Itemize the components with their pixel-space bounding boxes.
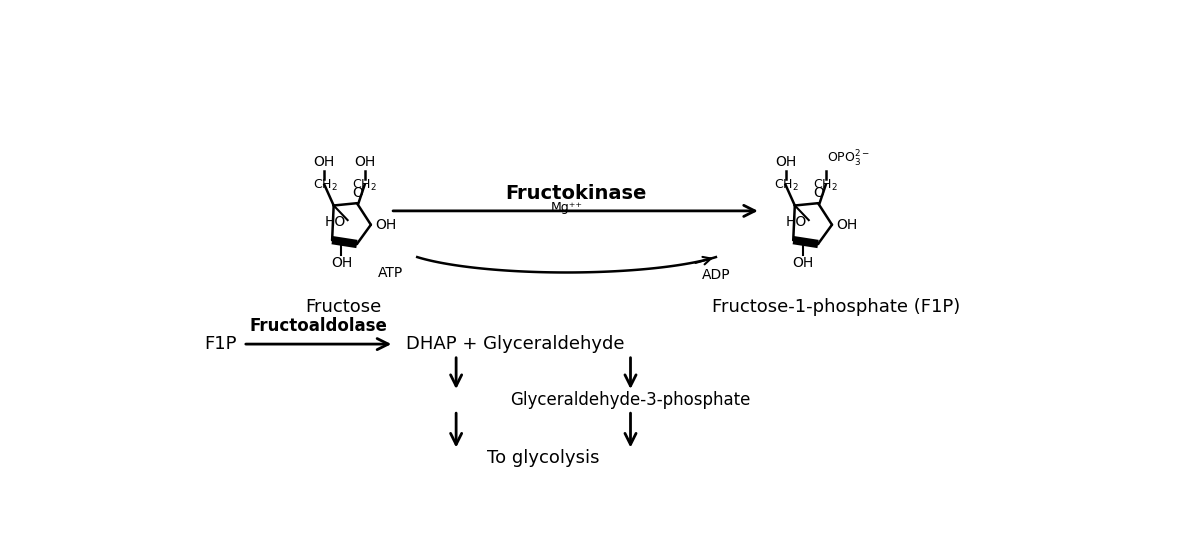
Text: OH: OH bbox=[313, 155, 335, 169]
Text: Fructose: Fructose bbox=[306, 298, 382, 316]
Text: OH: OH bbox=[775, 155, 796, 169]
Text: CH$_2$: CH$_2$ bbox=[814, 178, 839, 193]
Text: Glyceraldehyde-3-phosphate: Glyceraldehyde-3-phosphate bbox=[510, 391, 751, 408]
Text: OH: OH bbox=[331, 256, 352, 271]
Text: F1P: F1P bbox=[204, 335, 236, 353]
Text: Fructose-1-phosphate (F1P): Fructose-1-phosphate (F1P) bbox=[712, 298, 960, 316]
Text: Mg⁺⁺: Mg⁺⁺ bbox=[551, 201, 582, 214]
Text: To glycolysis: To glycolysis bbox=[487, 449, 600, 467]
Text: CH$_2$: CH$_2$ bbox=[353, 178, 377, 193]
Text: OH: OH bbox=[836, 218, 857, 232]
Text: O: O bbox=[353, 186, 364, 200]
Text: Fructokinase: Fructokinase bbox=[505, 184, 646, 203]
Text: CH$_2$: CH$_2$ bbox=[774, 178, 799, 193]
Text: O: O bbox=[814, 186, 824, 200]
Text: DHAP + Glyceraldehyde: DHAP + Glyceraldehyde bbox=[406, 335, 624, 353]
Text: OH: OH bbox=[792, 256, 814, 271]
Text: HO: HO bbox=[325, 215, 346, 229]
Text: OPO$_3^{2-}$: OPO$_3^{2-}$ bbox=[827, 149, 870, 169]
Text: ATP: ATP bbox=[378, 266, 403, 280]
Text: OH: OH bbox=[374, 218, 396, 232]
Text: ADP: ADP bbox=[702, 268, 731, 282]
Text: OH: OH bbox=[354, 155, 376, 169]
Text: CH$_2$: CH$_2$ bbox=[313, 178, 337, 193]
Text: Fructoaldolase: Fructoaldolase bbox=[250, 317, 388, 335]
Text: HO: HO bbox=[786, 215, 808, 229]
